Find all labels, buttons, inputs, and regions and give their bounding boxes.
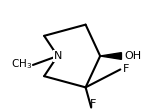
Text: F: F	[90, 99, 97, 109]
Polygon shape	[100, 53, 121, 59]
Text: F: F	[123, 64, 129, 74]
Text: N: N	[53, 51, 62, 61]
Text: CH$_3$: CH$_3$	[11, 57, 32, 71]
Text: OH: OH	[125, 51, 142, 61]
